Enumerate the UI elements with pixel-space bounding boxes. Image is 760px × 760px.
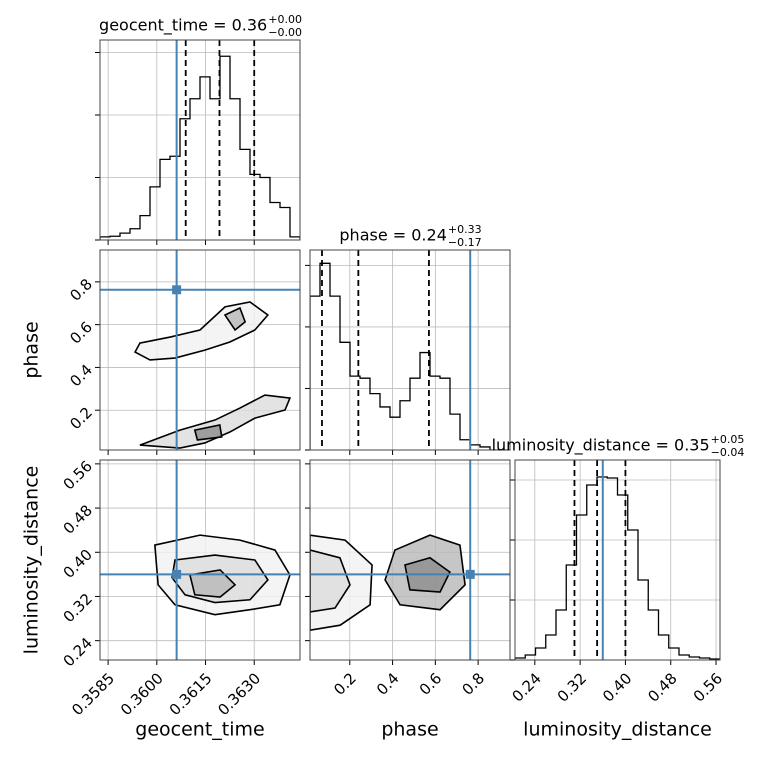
axes-frame — [309, 249, 511, 451]
histogram-step — [100, 55, 300, 240]
truth-marker — [172, 569, 182, 579]
x-axis-label: phase — [381, 719, 438, 741]
plot-area — [310, 460, 510, 660]
x-axis-label: luminosity_distance — [523, 719, 712, 741]
axes-frame — [99, 459, 301, 661]
plot-area — [100, 40, 300, 240]
contour — [193, 424, 223, 441]
title-upper-error: +0.33 — [448, 223, 482, 236]
x-axis-label: geocent_time — [135, 719, 264, 741]
title-lower-error: −0.00 — [268, 26, 302, 39]
panel — [305, 249, 511, 455]
plot-area — [100, 460, 300, 660]
plot-area — [515, 460, 720, 660]
histogram-step — [515, 476, 720, 660]
title-upper-error: +0.00 — [268, 13, 302, 26]
plot-area — [100, 250, 300, 450]
axes-frame — [514, 459, 721, 661]
panel — [95, 39, 301, 245]
title-lower-error: −0.04 — [711, 446, 745, 459]
y-axis-label: phase — [21, 321, 43, 378]
truth-marker — [172, 285, 182, 295]
contour — [188, 569, 237, 598]
plot-area — [310, 250, 510, 450]
panel-title: geocent_time = 0.36 — [99, 16, 267, 36]
title-lower-error: −0.17 — [448, 236, 482, 249]
panel-title: phase = 0.24 — [339, 226, 446, 245]
truth-marker — [465, 569, 475, 579]
title-upper-error: +0.05 — [711, 433, 745, 446]
y-axis-label: luminosity_distance — [21, 466, 43, 655]
panel: 0.20.40.60.8 — [66, 249, 301, 455]
contour — [223, 306, 247, 332]
axes-frame — [99, 39, 301, 241]
axes-frame — [99, 249, 301, 451]
axes-frame — [309, 459, 511, 661]
contour — [310, 549, 351, 613]
panel-title: luminosity_distance = 0.35 — [492, 436, 710, 456]
